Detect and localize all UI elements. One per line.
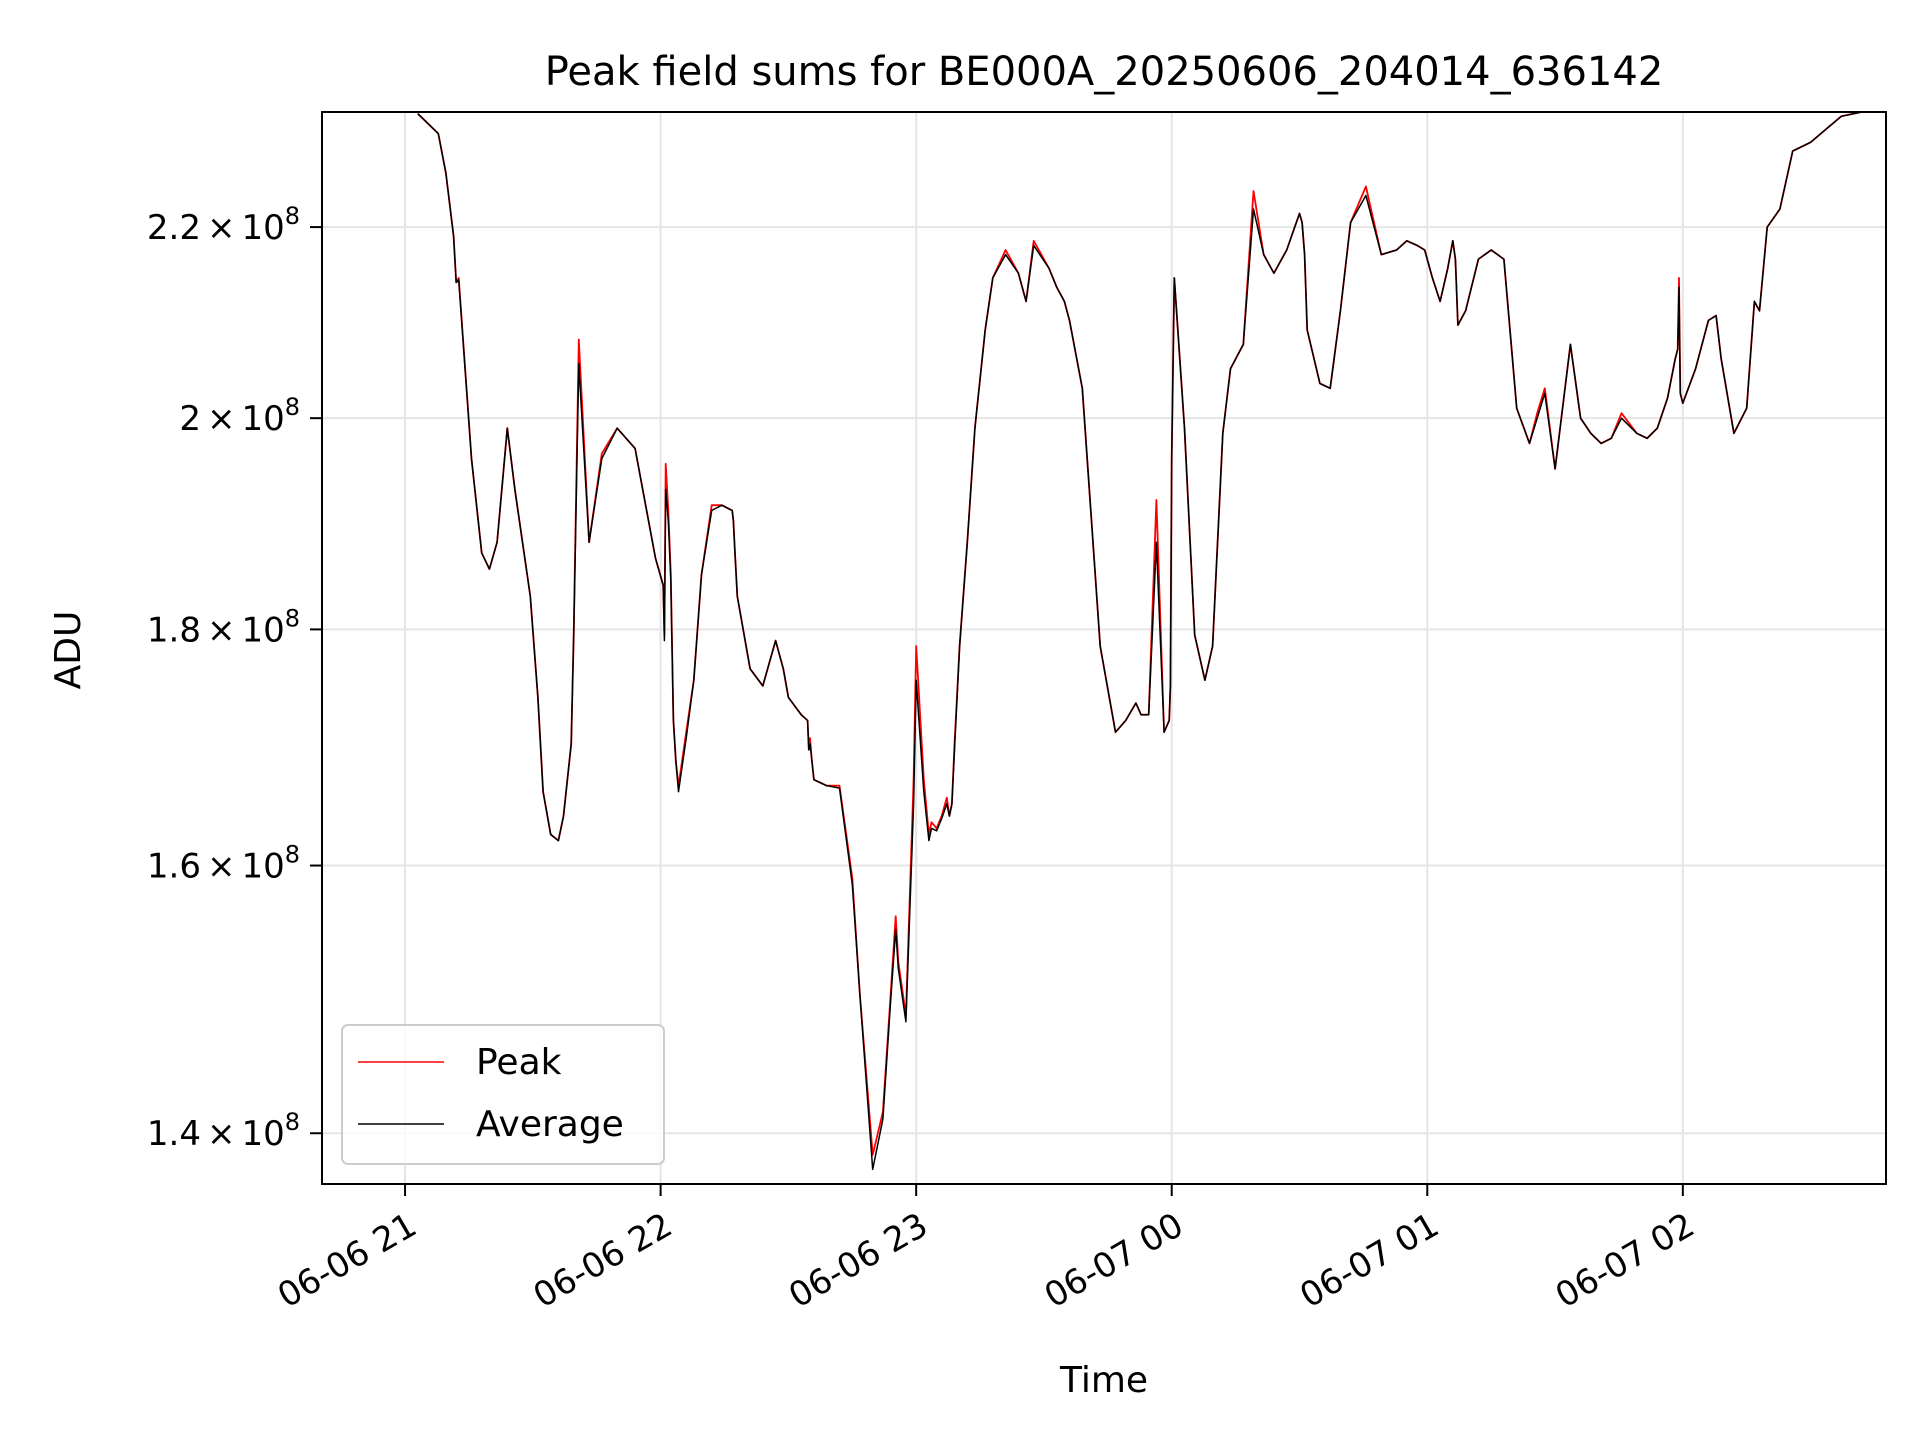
legend: Peak Average	[341, 1024, 665, 1165]
y-tick-times: ×	[207, 1114, 236, 1154]
y-tick-label: 2 × 108	[179, 393, 300, 439]
y-tick-exponent: 8	[285, 841, 300, 869]
y-tick-exponent: 8	[285, 604, 300, 632]
y-tick-label: 2.2 × 108	[147, 202, 300, 248]
x-axis-label: Time	[1059, 1360, 1148, 1401]
legend-label-average: Average	[476, 1104, 624, 1145]
y-tick-mantissa: 2	[179, 399, 201, 439]
y-tick-exponent: 8	[285, 1108, 300, 1136]
y-tick-mantissa: 2.2	[147, 208, 201, 248]
y-tick-base: 10	[241, 208, 284, 248]
y-tick-mantissa: 1.6	[147, 847, 201, 887]
y-tick-base: 10	[241, 610, 284, 650]
y-axis-label: ADU	[48, 611, 89, 690]
y-tick-label: 1.8 × 108	[147, 604, 300, 650]
y-tick-times: ×	[207, 399, 236, 439]
series-lines	[417, 111, 1862, 1171]
y-tick-mantissa: 1.4	[147, 1114, 201, 1154]
series-line-average	[417, 111, 1862, 1171]
legend-box	[341, 1024, 665, 1165]
plot-frame	[321, 111, 1887, 1185]
legend-label-peak: Peak	[476, 1042, 562, 1083]
y-tick-exponent: 8	[285, 393, 300, 421]
y-tick-times: ×	[207, 208, 236, 248]
y-tick-times: ×	[207, 610, 236, 650]
y-tick-times: ×	[207, 847, 236, 887]
y-tick-base: 10	[241, 1114, 284, 1154]
chart-title: Peak field sums for BE000A_20250606_2040…	[545, 49, 1664, 95]
y-tick-base: 10	[241, 847, 284, 887]
y-tick-label: 1.6 × 108	[147, 841, 300, 887]
y-tick-base: 10	[241, 399, 284, 439]
y-tick-exponent: 8	[285, 202, 300, 230]
y-tick-label: 1.4 × 108	[147, 1108, 300, 1154]
y-tick-mantissa: 1.8	[147, 610, 201, 650]
